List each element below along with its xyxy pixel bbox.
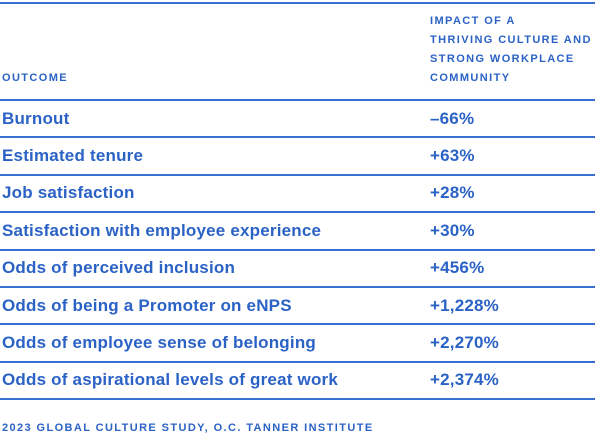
source-attribution: 2023 GLOBAL CULTURE STUDY, O.C. TANNER I… [2,422,374,435]
table-row: Job satisfaction +28% [0,176,595,214]
impact-value: +30% [430,220,475,240]
outcome-label: Odds of employee sense of belonging [2,333,316,353]
header-divider-rule [0,99,595,101]
outcome-label: Odds of aspirational levels of great wor… [2,370,339,390]
column-header-impact-line3: STRONG WORKPLACE [430,53,575,65]
outcome-label: Satisfaction with employee experience [2,220,322,240]
outcome-label: Odds of being a Promoter on eNPS [2,295,292,315]
table-row: Odds of employee sense of belonging +2,2… [0,325,595,363]
impact-value: +456% [430,258,485,278]
top-rule [0,2,595,4]
table-row: Odds of aspirational levels of great wor… [0,363,595,401]
column-header-impact-line1: IMPACT OF A [430,15,516,27]
table-row: Burnout –66% [0,101,595,139]
table-row: Satisfaction with employee experience +3… [0,213,595,251]
impact-value: +1,228% [430,295,499,315]
impact-value: –66% [430,108,475,128]
outcome-label: Odds of perceived inclusion [2,258,236,278]
table-row: Estimated tenure +63% [0,138,595,176]
table-row: Odds of being a Promoter on eNPS +1,228% [0,288,595,326]
outcome-label: Estimated tenure [2,146,144,166]
impact-value: +2,374% [430,370,499,390]
column-header-impact-line4: COMMUNITY [430,72,511,84]
table-row: Odds of perceived inclusion +456% [0,251,595,288]
table-header-row: OUTCOME IMPACT OF A THRIVING CULTURE AND… [0,4,595,99]
impact-value: +63% [430,146,475,166]
outcome-label: Job satisfaction [2,183,135,203]
column-header-impact: IMPACT OF A THRIVING CULTURE AND STRONG … [430,12,595,99]
column-header-outcome: OUTCOME [2,72,69,84]
impact-value: +28% [430,183,475,203]
outcome-label: Burnout [2,108,70,128]
impact-value: +2,270% [430,333,499,353]
column-header-impact-line2: THRIVING CULTURE AND [430,34,592,46]
